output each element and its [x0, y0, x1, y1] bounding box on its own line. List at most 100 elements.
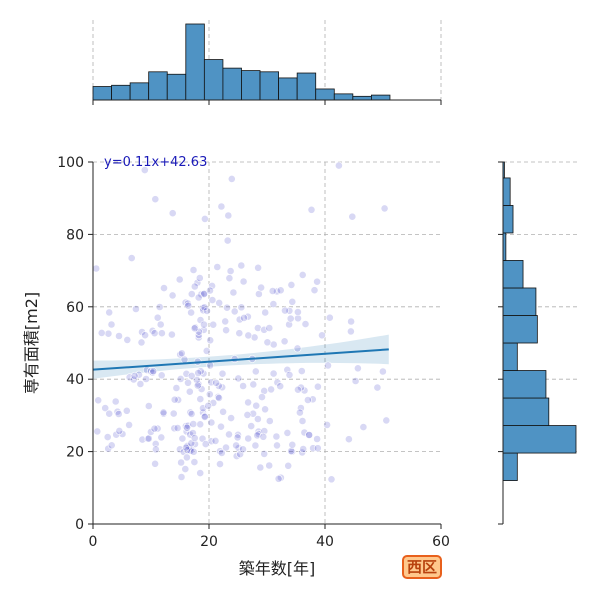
scatter-point: [196, 469, 205, 477]
scatter-point: [288, 440, 297, 449]
scatter-point: [239, 382, 247, 390]
scatter-point: [240, 313, 248, 322]
y-tick-label: 80: [66, 227, 84, 243]
scatter-point: [168, 291, 177, 300]
top-hist-bar: [203, 59, 224, 101]
scatter-point: [194, 369, 203, 377]
scatter-point: [348, 212, 357, 221]
scatter-point: [153, 424, 162, 433]
scatter-point: [265, 324, 274, 332]
scatter-point: [105, 409, 114, 418]
scatter-point: [225, 274, 234, 283]
scatter-point: [201, 440, 210, 448]
scatter-point: [175, 445, 184, 454]
top-hist-bar: [370, 94, 391, 101]
scatter-point: [193, 381, 202, 390]
scatter-point: [286, 314, 295, 323]
scatter-point: [226, 267, 235, 275]
scatter-point: [373, 383, 382, 392]
scatter-point: [190, 282, 199, 291]
y-tick-label: 20: [66, 445, 84, 461]
scatter-point: [323, 420, 331, 429]
scatter-point: [184, 378, 192, 387]
scatter-point: [212, 378, 220, 387]
scatter-point: [276, 473, 285, 482]
scatter-point: [295, 408, 304, 417]
scatter-point: [267, 385, 275, 394]
scatter-point: [227, 174, 236, 183]
scatter-point: [268, 287, 277, 295]
scatter-point: [284, 461, 293, 470]
scatter-point: [122, 406, 131, 415]
top-hist-bar: [185, 23, 205, 101]
scatter-point: [173, 424, 182, 432]
scatter-point: [215, 393, 223, 402]
scatter-point: [276, 286, 285, 295]
scatter-point: [265, 461, 274, 470]
scatter-point: [153, 313, 162, 322]
scatter-point: [125, 373, 134, 382]
top-hist-bar: [111, 84, 131, 101]
scatter-point: [157, 433, 166, 442]
x-axis-title: 築年数[年]: [239, 559, 316, 578]
scatter-point: [252, 401, 261, 410]
scatter-point: [294, 385, 302, 394]
scatter-point: [249, 380, 258, 389]
scatter-point: [294, 314, 302, 323]
top-hist-bar: [222, 67, 242, 101]
scatter-point: [307, 205, 316, 214]
right-hist-bar: [502, 205, 514, 234]
top-hist-bar: [166, 73, 187, 101]
scatter-point: [285, 370, 294, 379]
y-tick-label: 60: [66, 300, 84, 316]
scatter-point: [214, 381, 223, 390]
scatter-point: [237, 261, 246, 270]
scatter-point: [305, 431, 313, 439]
scatter-point: [135, 370, 143, 379]
scatter-point: [261, 308, 270, 317]
scatter-point: [222, 326, 230, 335]
right-hist-bar: [502, 370, 547, 399]
scatter-point: [227, 414, 235, 422]
scatter-point: [234, 430, 242, 439]
scatter-point: [185, 387, 194, 396]
right-hist-bar: [502, 397, 550, 426]
scatter-point: [298, 270, 307, 279]
scatter-point: [232, 441, 240, 450]
scatter-point: [168, 209, 177, 218]
scatter-point: [172, 384, 181, 392]
scatter-point: [107, 441, 116, 450]
x-tick-label: 0: [89, 534, 98, 550]
scatter-point: [175, 275, 184, 284]
scatter-point: [221, 317, 230, 326]
scatter-point: [130, 371, 139, 380]
scatter-point: [234, 374, 243, 383]
x-tick-label: 20: [200, 534, 218, 550]
right-marginal-histogram: [498, 161, 580, 525]
top-hist-bar: [296, 72, 317, 101]
scatter-point: [280, 337, 289, 346]
scatter-point: [253, 415, 262, 423]
scatter-point: [125, 420, 134, 429]
scatter-point: [251, 367, 260, 376]
scatter-point: [151, 195, 160, 204]
scatter-point: [285, 306, 294, 315]
main-scatter-panel: y=0.11x+42.63 0 20 40 60 0 20 40 60 80 100 築年数[年] 専有…: [22, 155, 450, 578]
scatter-point: [151, 445, 160, 454]
scatter-point: [206, 336, 215, 345]
scatter-point: [223, 236, 232, 245]
scatter-point: [205, 390, 214, 399]
scatter-point: [223, 303, 231, 312]
scatter-point: [293, 308, 302, 316]
scatter-point: [318, 331, 326, 340]
scatter-point: [261, 405, 269, 414]
top-hist-bar: [259, 71, 280, 101]
scatter-point: [141, 331, 149, 340]
scatter-point: [378, 367, 387, 376]
scatter-point: [138, 328, 146, 336]
scatter-point: [249, 409, 257, 418]
scatter-point: [222, 443, 230, 452]
top-hist-bar: [315, 88, 335, 101]
